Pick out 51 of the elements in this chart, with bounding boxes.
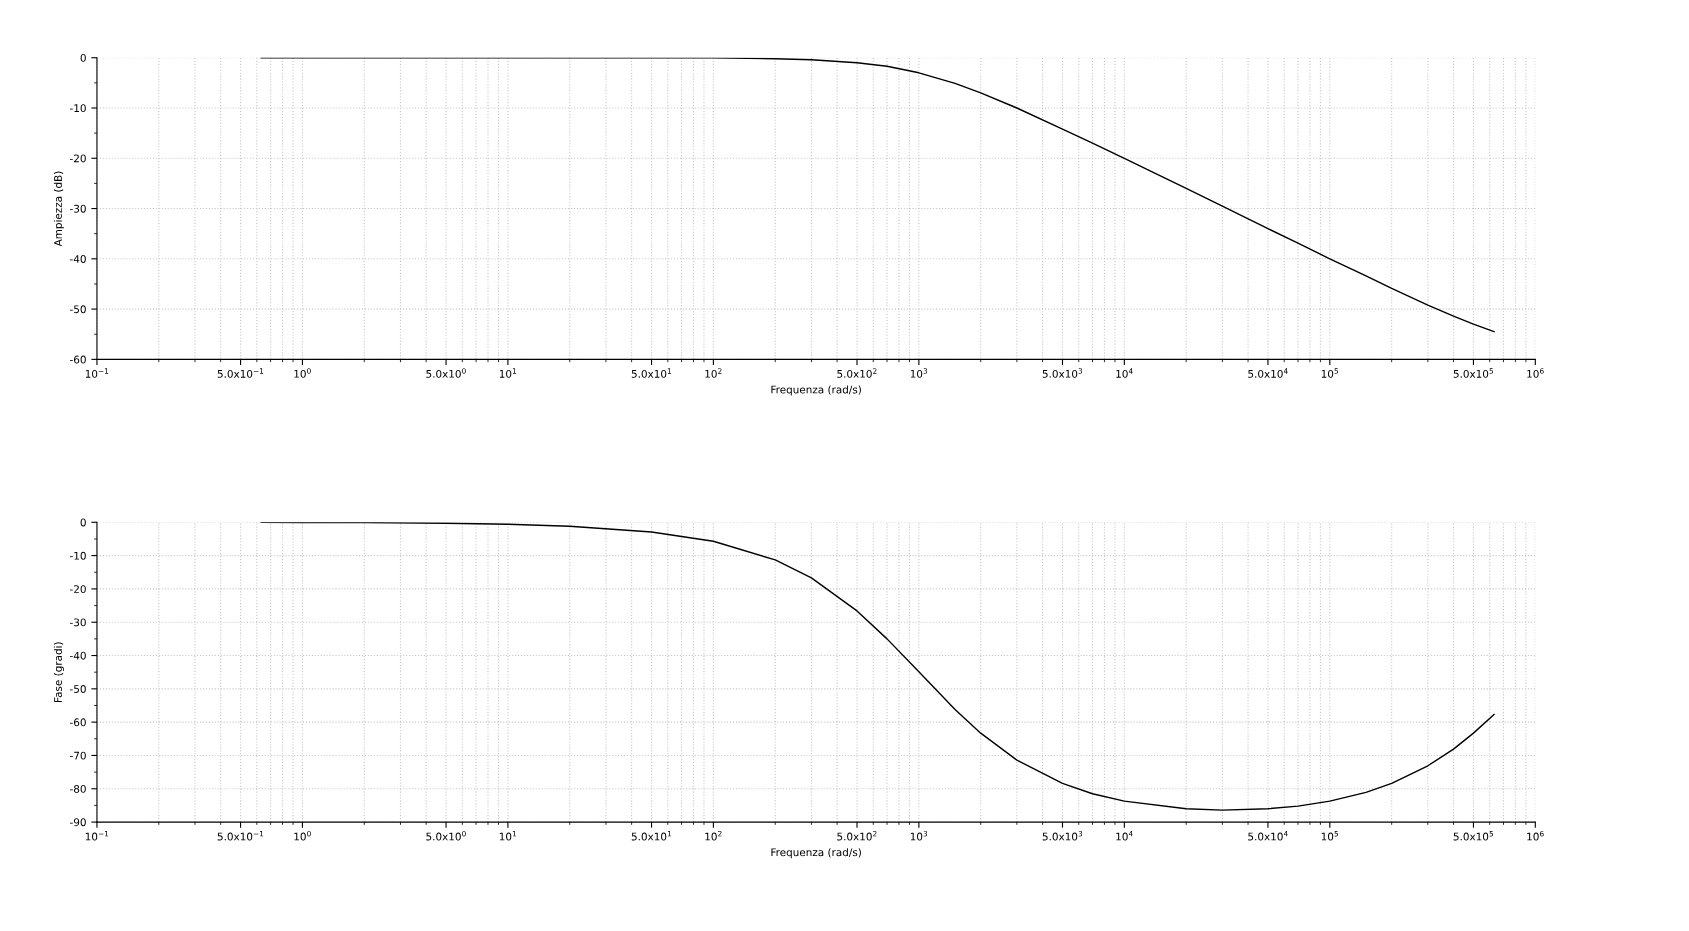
y-tick-label: -90 bbox=[70, 818, 86, 827]
y-tick-label: -70 bbox=[70, 751, 86, 760]
x-tick-label: 5.0x10$^{4}$ bbox=[1248, 831, 1288, 841]
x-axis-title: Frequenza (rad/s) bbox=[771, 848, 861, 859]
x-tick-label: 10$^{1}$ bbox=[499, 368, 517, 378]
x-tick-label: 10$^{6}$ bbox=[1527, 368, 1544, 378]
x-tick-label: 10$^{−1}$ bbox=[85, 368, 109, 378]
x-tick-label: 10$^{5}$ bbox=[1321, 368, 1339, 378]
x-tick-label: 5.0x10$^{5}$ bbox=[1453, 368, 1494, 378]
y-tick-label: -20 bbox=[70, 585, 86, 594]
x-tick-label: 10$^{3}$ bbox=[910, 368, 928, 378]
x-tick-label: 5.0x10$^{−1}$ bbox=[217, 831, 264, 841]
x-tick-label: 5.0x10$^{3}$ bbox=[1042, 368, 1083, 378]
y-tick-label: -10 bbox=[70, 104, 86, 113]
x-tick-label: 10$^{0}$ bbox=[294, 368, 311, 378]
x-tick-label: 5.0x10$^{3}$ bbox=[1042, 830, 1083, 841]
y-tick-label: -80 bbox=[70, 784, 86, 793]
x-tick-label: 10$^{−1}$ bbox=[85, 831, 109, 841]
y-axis-title: Ampiezza (dB) bbox=[53, 171, 64, 247]
x-tick-label: 10$^{2}$ bbox=[705, 830, 722, 841]
y-axis-title: Fase (gradi) bbox=[53, 642, 64, 702]
x-tick-label: 5.0x10$^{−1}$ bbox=[217, 368, 264, 378]
x-tick-label: 10$^{4}$ bbox=[1116, 368, 1133, 378]
x-tick-label: 5.0x10$^{2}$ bbox=[837, 368, 877, 378]
x-tick-label: 5.0x10$^{0}$ bbox=[426, 830, 466, 841]
x-tick-label: 5.0x10$^{0}$ bbox=[426, 368, 466, 378]
y-tick-label: -60 bbox=[70, 718, 86, 727]
y-tick-label: -50 bbox=[70, 305, 86, 314]
x-tick-label: 10$^{0}$ bbox=[294, 830, 311, 841]
x-tick-label: 10$^{2}$ bbox=[705, 368, 722, 378]
y-tick-label: -40 bbox=[70, 255, 86, 263]
y-tick-label: -30 bbox=[70, 618, 86, 627]
x-tick-label: 10$^{5}$ bbox=[1321, 831, 1339, 841]
x-tick-label: 5.0x10$^{4}$ bbox=[1248, 368, 1288, 378]
x-tick-label: 10$^{4}$ bbox=[1116, 831, 1133, 841]
y-tick-label: -10 bbox=[70, 551, 86, 560]
y-tick-label: -50 bbox=[70, 685, 86, 693]
y-tick-label: -30 bbox=[70, 204, 86, 213]
x-axis-title: Frequenza (rad/s) bbox=[771, 385, 861, 396]
y-tick-label: 0 bbox=[80, 518, 86, 527]
x-tick-label: 10$^{1}$ bbox=[499, 831, 517, 841]
y-tick-label: -20 bbox=[70, 154, 86, 163]
x-tick-label: 10$^{6}$ bbox=[1527, 830, 1544, 841]
y-tick-label: 0 bbox=[80, 53, 86, 62]
x-tick-label: 5.0x10$^{2}$ bbox=[837, 830, 877, 841]
x-tick-label: 5.0x10$^{1}$ bbox=[631, 368, 672, 378]
x-tick-label: 5.0x10$^{5}$ bbox=[1453, 831, 1494, 841]
y-tick-label: -40 bbox=[70, 651, 86, 660]
x-tick-label: 5.0x10$^{1}$ bbox=[631, 831, 672, 841]
x-tick-label: 10$^{3}$ bbox=[910, 830, 928, 841]
y-tick-label: -60 bbox=[70, 355, 86, 364]
